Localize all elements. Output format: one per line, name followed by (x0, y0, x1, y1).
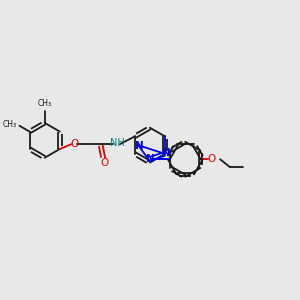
Text: N: N (146, 154, 155, 164)
Text: N: N (162, 148, 170, 158)
Text: NH: NH (110, 138, 124, 148)
Text: CH₃: CH₃ (38, 99, 52, 108)
Text: O: O (70, 139, 78, 149)
Text: CH₃: CH₃ (2, 120, 16, 129)
Text: O: O (100, 158, 109, 168)
Text: O: O (207, 154, 216, 164)
Text: N: N (135, 141, 143, 151)
